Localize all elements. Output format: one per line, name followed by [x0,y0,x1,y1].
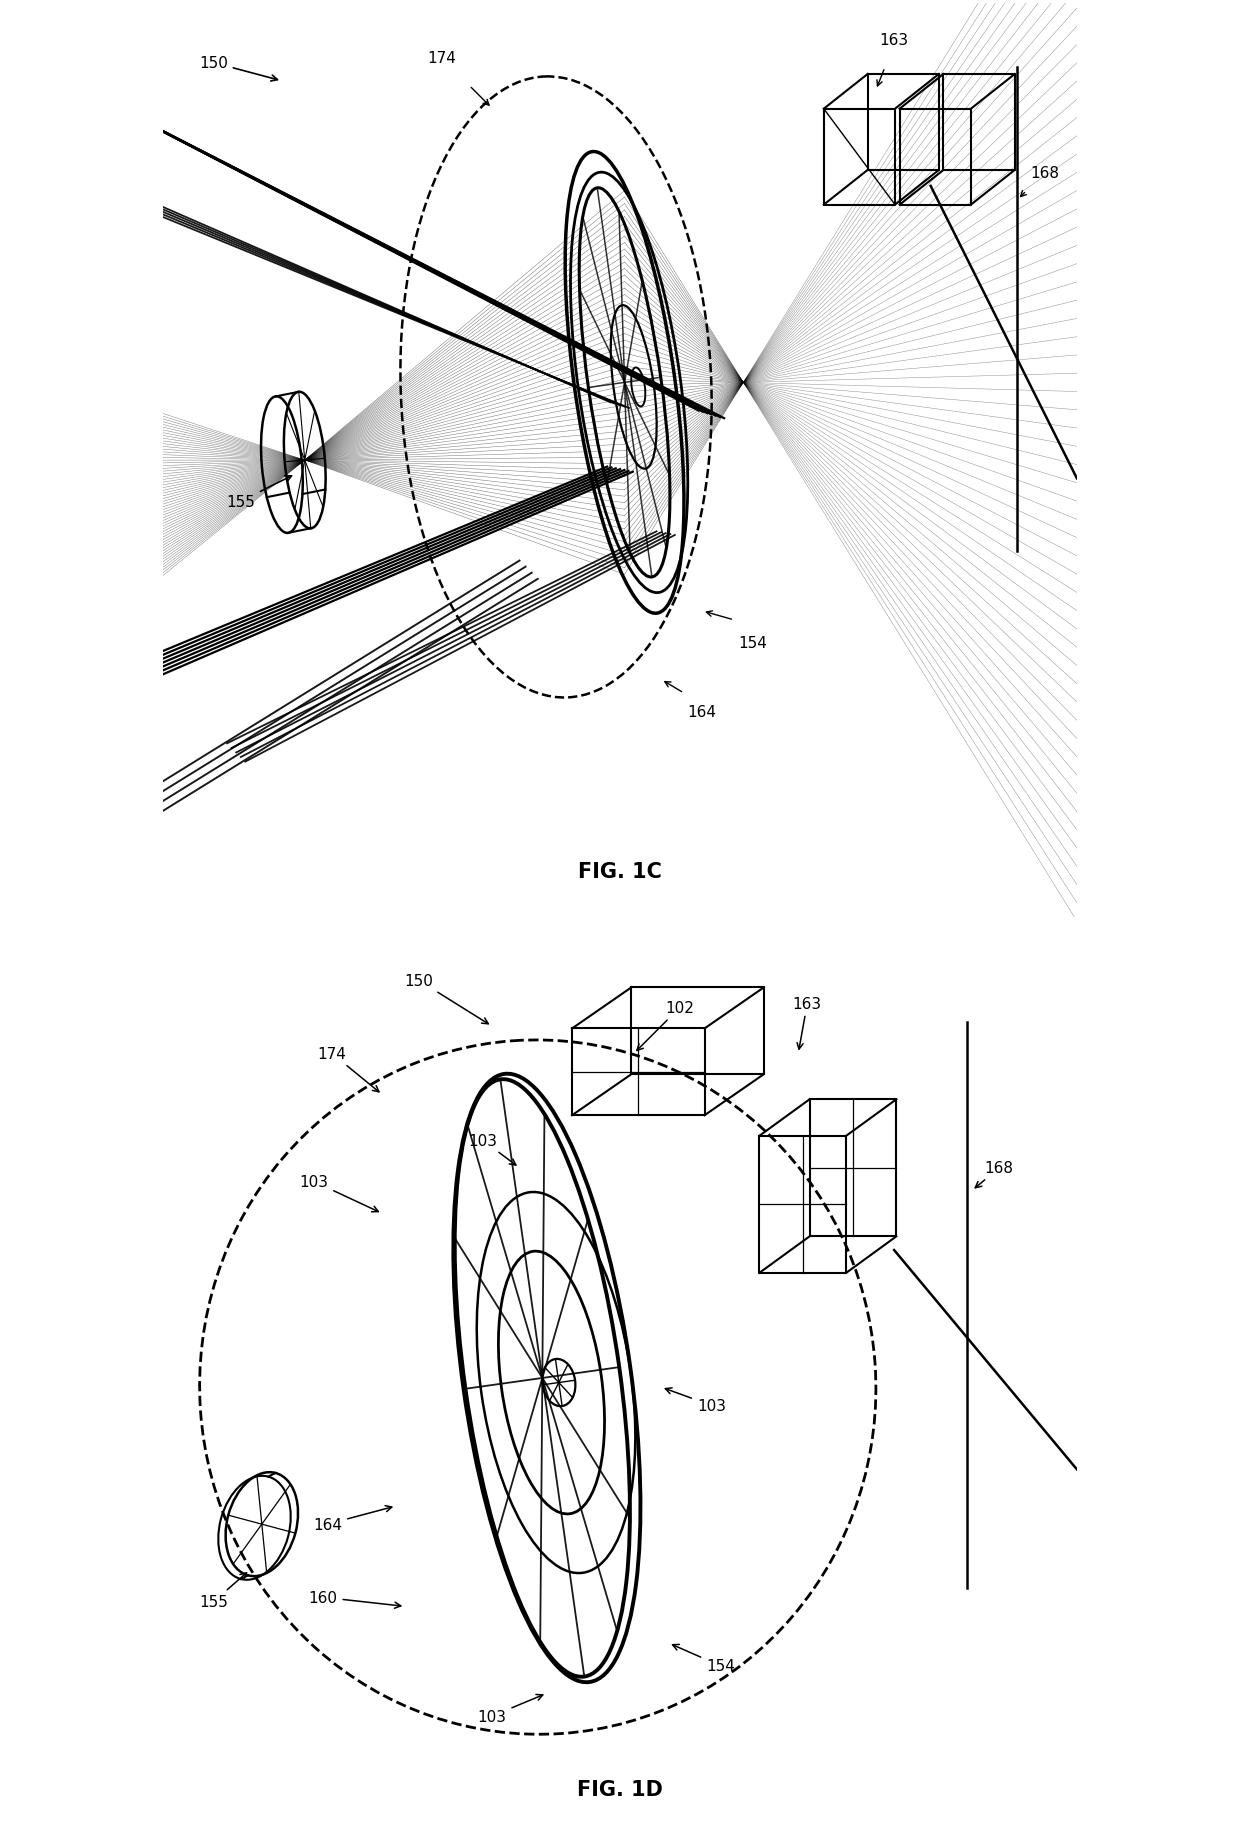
Text: 154: 154 [672,1644,735,1673]
Text: 174: 174 [317,1046,379,1092]
Text: 163: 163 [879,33,909,48]
Text: 103: 103 [477,1694,543,1723]
Text: 168: 168 [975,1160,1014,1188]
Text: 103: 103 [469,1133,516,1166]
Text: 163: 163 [792,997,822,1050]
Text: 174: 174 [428,51,456,66]
Text: FIG. 1D: FIG. 1D [577,1778,663,1799]
Text: 103: 103 [299,1175,378,1212]
Text: 155: 155 [227,476,291,509]
Text: 164: 164 [312,1506,392,1532]
Text: 164: 164 [688,704,717,719]
Text: 150: 150 [404,973,489,1024]
Text: 150: 150 [198,55,278,83]
Text: 155: 155 [198,1572,247,1609]
Text: FIG. 1C: FIG. 1C [578,862,662,881]
Text: 103: 103 [666,1388,725,1412]
Text: 160: 160 [309,1591,401,1609]
Text: 102: 102 [637,1000,694,1050]
Text: 168: 168 [1030,166,1059,180]
Text: 154: 154 [738,636,766,651]
